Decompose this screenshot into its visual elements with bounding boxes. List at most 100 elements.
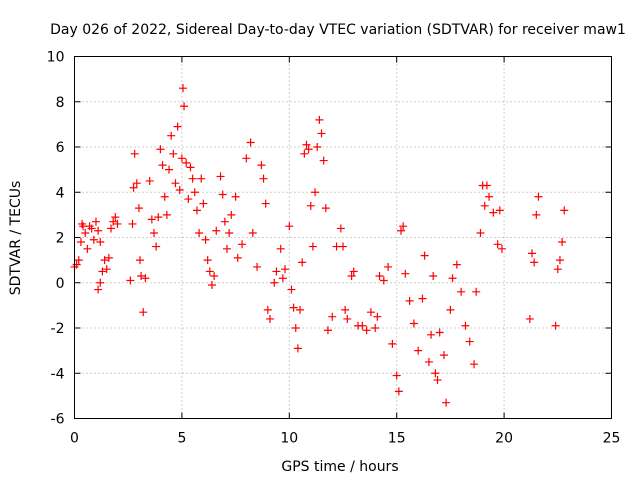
data-point-marker <box>306 201 315 210</box>
data-point-marker <box>113 219 122 228</box>
data-point-marker <box>100 256 109 265</box>
data-point-marker <box>160 192 169 201</box>
data-point-marker <box>233 253 242 262</box>
x-tick-label: 15 <box>388 431 406 447</box>
data-point-marker <box>263 305 272 314</box>
y-tick-label: 4 <box>56 185 65 201</box>
data-point-marker <box>98 267 107 276</box>
data-point-marker <box>270 278 279 287</box>
data-point-marker <box>392 371 401 380</box>
data-point-marker <box>246 138 255 147</box>
data-point-marker <box>289 303 298 312</box>
data-point-marker <box>281 265 290 274</box>
y-tick-label: 2 <box>56 231 65 247</box>
x-tick-label: 10 <box>280 431 298 447</box>
data-point-marker <box>199 199 208 208</box>
data-point-marker <box>489 208 498 217</box>
data-point-marker <box>300 149 309 158</box>
data-point-marker <box>298 258 307 267</box>
plot-frame <box>74 56 612 419</box>
data-point-marker <box>165 165 174 174</box>
y-tick-label: 10 <box>47 50 65 66</box>
data-point-marker <box>452 260 461 269</box>
data-point-marker <box>336 224 345 233</box>
data-point-marker <box>439 351 448 360</box>
data-point-marker <box>482 181 491 190</box>
y-tick-label: 6 <box>56 140 65 156</box>
data-point-marker <box>188 174 197 183</box>
data-point-marker <box>212 226 221 235</box>
data-point-marker <box>341 305 350 314</box>
data-point-marker <box>366 308 375 317</box>
data-point-marker <box>171 179 180 188</box>
data-points <box>70 84 569 407</box>
data-point-marker <box>126 276 135 285</box>
data-point-marker <box>111 213 120 222</box>
data-point-marker <box>177 154 186 163</box>
data-point-marker <box>136 256 145 265</box>
data-point-marker <box>180 102 189 111</box>
data-point-marker <box>94 285 103 294</box>
data-point-marker <box>265 314 274 323</box>
data-point-marker <box>328 312 337 321</box>
data-point-marker <box>186 163 195 172</box>
data-point-marker <box>145 176 154 185</box>
data-point-marker <box>420 251 429 260</box>
data-point-marker <box>560 206 569 215</box>
data-point-marker <box>178 84 187 93</box>
data-point-marker <box>399 222 408 231</box>
data-point-marker <box>147 215 156 224</box>
data-point-marker <box>96 278 105 287</box>
data-point-marker <box>201 235 210 244</box>
data-point-marker <box>553 265 562 274</box>
data-point-marker <box>128 219 137 228</box>
data-point-marker <box>102 265 111 274</box>
data-point-marker <box>248 228 257 237</box>
data-point-marker <box>465 337 474 346</box>
chart-title: Day 026 of 2022, Sidereal Day-to-day VTE… <box>50 22 626 38</box>
data-point-marker <box>175 185 184 194</box>
grid-lines <box>74 56 612 419</box>
data-point-marker <box>476 228 485 237</box>
data-point-marker <box>296 305 305 314</box>
data-point-marker <box>424 357 433 366</box>
data-point-marker <box>433 376 442 385</box>
data-point-marker <box>431 369 440 378</box>
data-point-marker <box>384 262 393 271</box>
data-point-marker <box>401 269 410 278</box>
data-point-marker <box>81 228 90 237</box>
data-point-marker <box>362 326 371 335</box>
data-point-marker <box>317 129 326 138</box>
data-point-marker <box>349 267 358 276</box>
data-point-marker <box>315 115 324 124</box>
data-point-marker <box>154 213 163 222</box>
data-point-marker <box>132 179 141 188</box>
data-point-marker <box>169 149 178 158</box>
data-point-marker <box>470 360 479 369</box>
data-point-marker <box>347 271 356 280</box>
data-point-marker <box>278 274 287 283</box>
data-point-marker <box>173 122 182 131</box>
data-point-marker <box>96 238 105 247</box>
data-point-marker <box>94 226 103 235</box>
data-point-marker <box>89 235 98 244</box>
data-point-marker <box>442 398 451 407</box>
data-point-marker <box>396 226 405 235</box>
data-point-marker <box>259 174 268 183</box>
x-tick-label: 0 <box>70 431 79 447</box>
data-point-marker <box>167 131 176 140</box>
data-point-marker <box>107 224 116 233</box>
data-point-marker <box>72 260 81 269</box>
x-tick-label: 5 <box>177 431 186 447</box>
data-point-marker <box>272 267 281 276</box>
data-point-marker <box>257 161 266 170</box>
data-point-marker <box>129 183 138 192</box>
data-point-marker <box>141 274 150 283</box>
y-tick-label: 8 <box>56 95 65 111</box>
x-tick-label: 25 <box>603 431 621 447</box>
data-point-marker <box>497 244 506 253</box>
data-point-marker <box>291 324 300 332</box>
data-point-marker <box>216 172 225 181</box>
data-point-marker <box>137 271 146 280</box>
data-point-marker <box>139 308 148 317</box>
